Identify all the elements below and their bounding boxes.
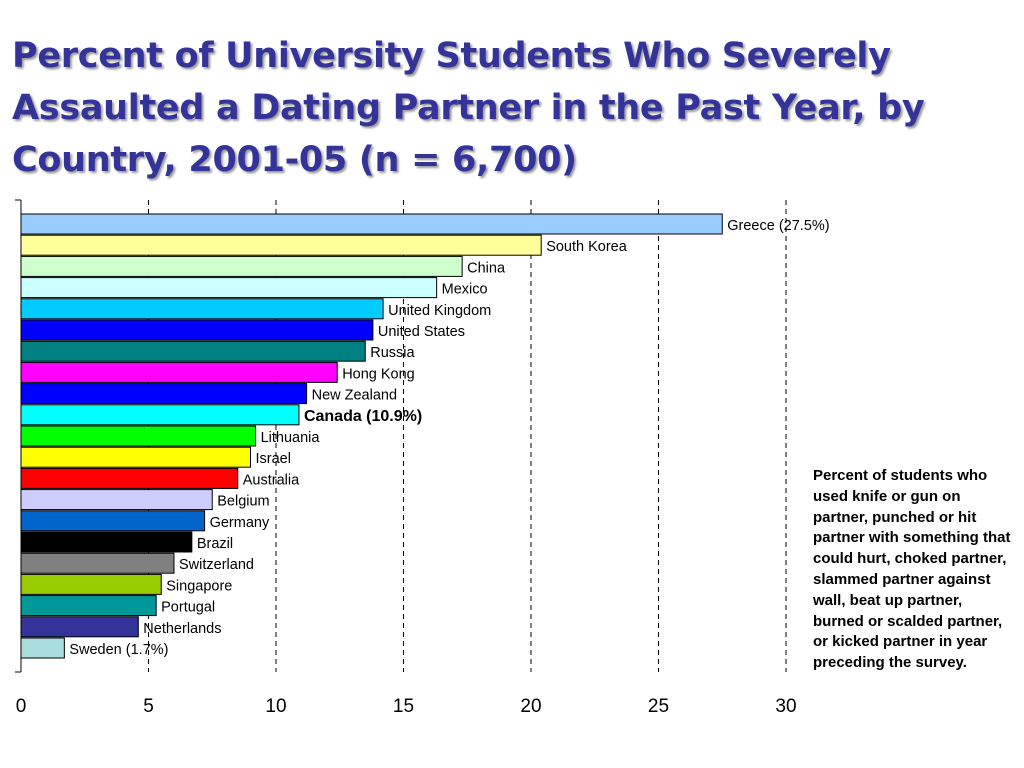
- slide-title: Percent of University Students Who Sever…: [12, 36, 925, 180]
- bar: [20, 277, 438, 299]
- x-tick-label: 30: [775, 696, 796, 717]
- bar: [20, 616, 139, 638]
- bar: [20, 531, 193, 553]
- bar-label: Germany: [210, 515, 270, 531]
- bar-label: Greece (27.5%): [727, 218, 829, 234]
- x-tick-label: 5: [143, 696, 154, 717]
- bar: [20, 637, 65, 659]
- bar-label: New Zealand: [312, 388, 397, 404]
- bar: [20, 234, 542, 256]
- bar-label: Brazil: [197, 536, 233, 552]
- bar: [20, 361, 338, 383]
- axes: [15, 199, 22, 673]
- bar: [20, 319, 374, 341]
- x-tick-label: 25: [648, 696, 669, 717]
- bar: [20, 255, 463, 277]
- bar-label: United Kingdom: [388, 303, 491, 319]
- bar-label: Belgium: [217, 494, 269, 510]
- bars: [20, 213, 723, 659]
- bar-label: Russia: [370, 345, 415, 361]
- x-tick-label: 15: [393, 696, 414, 717]
- definition-note: Percent of students who used knife or gu…: [813, 467, 1011, 672]
- bar: [20, 467, 239, 489]
- bar-label: Canada (10.9%): [304, 408, 422, 425]
- bar-label: United States: [378, 324, 465, 340]
- bar: [20, 383, 308, 405]
- x-tick-label: 0: [16, 696, 27, 717]
- bar: [20, 425, 257, 447]
- bar: [20, 213, 723, 235]
- x-tick-label: 10: [265, 696, 286, 717]
- bar: [20, 340, 366, 362]
- bar: [20, 552, 175, 574]
- bar: [20, 510, 206, 532]
- x-tick-labels: 0 5 10 15 20 25 30: [16, 696, 797, 717]
- bar-label: Israel: [256, 451, 291, 467]
- bar: [20, 489, 213, 511]
- bar-label: China: [467, 260, 506, 276]
- bar-label: Singapore: [166, 578, 232, 594]
- bar-label: Hong Kong: [342, 366, 415, 382]
- bar-label: South Korea: [546, 239, 628, 255]
- bar-label: Lithuania: [261, 430, 321, 446]
- bar: [20, 595, 157, 617]
- x-tick-label: 20: [520, 696, 541, 717]
- bar-label: Portugal: [161, 600, 215, 616]
- bar: [20, 298, 384, 320]
- bar: [20, 446, 251, 468]
- bar-label: Australia: [243, 472, 300, 488]
- bar-label: Mexico: [442, 282, 488, 298]
- bar: [20, 404, 300, 426]
- bar-label: Sweden (1.7%): [69, 642, 168, 658]
- bar: [20, 573, 162, 595]
- bar-label: Netherlands: [143, 621, 221, 637]
- bar-labels: Greece (27.5%) South Korea China Mexico Unit…: [69, 218, 829, 658]
- bar-label: Switzerland: [179, 557, 254, 573]
